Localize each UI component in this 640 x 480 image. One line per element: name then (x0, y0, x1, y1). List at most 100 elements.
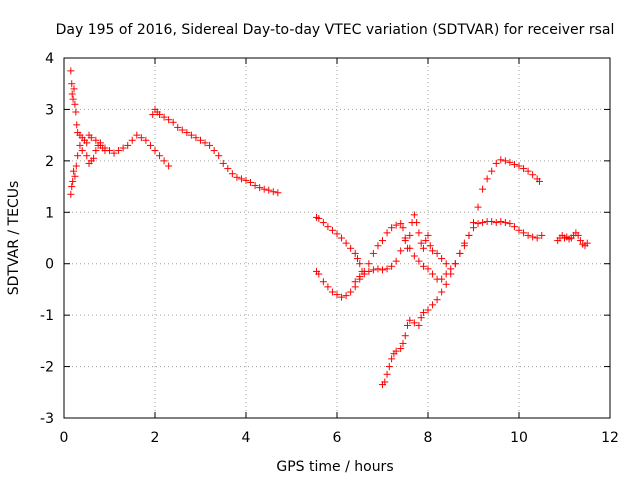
data-point (237, 175, 245, 183)
data-point (365, 260, 373, 268)
data-point (356, 260, 364, 268)
data-point (197, 136, 204, 144)
data-point (92, 136, 100, 144)
data-point (174, 123, 182, 131)
data-point (424, 306, 432, 314)
data-point (251, 182, 259, 190)
data-point (67, 190, 75, 198)
data-point (388, 355, 396, 363)
vertical-gridlines (154, 58, 520, 418)
data-point (379, 237, 386, 245)
data-point (429, 270, 437, 278)
data-point (156, 111, 164, 119)
y-tick-label: 2 (45, 154, 54, 170)
data-point (488, 218, 496, 226)
data-point (90, 154, 98, 162)
data-point (479, 219, 487, 227)
data-point (497, 218, 505, 226)
x-tick-label: 0 (60, 430, 69, 446)
y-tick-label: -3 (40, 411, 54, 427)
data-point (442, 260, 450, 268)
data-point (70, 167, 78, 175)
data-point (160, 113, 168, 121)
data-point (385, 363, 393, 371)
data-point (74, 152, 82, 160)
data-point (151, 147, 159, 155)
data-point (524, 231, 532, 239)
data-point (328, 226, 336, 234)
data-point (201, 139, 209, 147)
data-point (187, 131, 195, 139)
data-point (215, 152, 223, 160)
data-point (72, 108, 80, 116)
data-point (115, 147, 123, 155)
data-point (529, 233, 537, 241)
data-point (206, 141, 214, 149)
data-point (447, 270, 455, 278)
data-point (410, 211, 418, 219)
data-point (137, 134, 145, 142)
data-point (192, 134, 200, 142)
data-point (483, 175, 491, 183)
data-point (69, 177, 77, 185)
data-point (165, 116, 173, 124)
data-point (474, 203, 482, 211)
data-point (520, 229, 528, 237)
data-point (538, 231, 546, 239)
data-point (424, 265, 432, 273)
data-point (426, 242, 434, 250)
data-point (529, 171, 537, 179)
data-point (70, 85, 78, 93)
data-point (324, 283, 332, 291)
plot-frame (63, 57, 611, 419)
data-point (433, 249, 441, 257)
data-point (68, 80, 76, 88)
x-axis-label: GPS time / hours (276, 459, 393, 475)
data-point (424, 231, 432, 239)
data-point (210, 147, 218, 155)
data-point (401, 237, 409, 245)
data-point (374, 242, 382, 250)
data-point (265, 186, 273, 194)
data-point (351, 278, 359, 286)
data-point (342, 292, 350, 300)
data-point (438, 288, 446, 296)
data-point (417, 314, 425, 322)
data-point (399, 339, 407, 347)
data-point (497, 156, 505, 164)
data-point (333, 230, 341, 238)
data-point (438, 275, 446, 283)
data-point (456, 249, 464, 257)
y-tick-label: 3 (45, 102, 54, 118)
data-point (415, 229, 423, 237)
data-point (228, 170, 236, 178)
data-point (401, 332, 409, 340)
data-point (442, 280, 450, 288)
data-points (67, 67, 591, 389)
data-point (515, 226, 523, 234)
data-point (128, 136, 136, 144)
data-point (260, 185, 268, 193)
data-point (374, 265, 382, 273)
horizontal-gridlines (64, 108, 610, 368)
data-point (515, 162, 523, 170)
data-point (156, 152, 164, 160)
data-point (488, 167, 496, 175)
data-point (492, 159, 500, 167)
data-point (360, 270, 368, 278)
data-point (149, 111, 157, 119)
x-tick-label: 8 (424, 430, 433, 446)
data-point (315, 270, 323, 278)
data-point (165, 162, 173, 170)
data-point (80, 136, 88, 144)
data-point (73, 121, 81, 129)
data-point (353, 255, 361, 263)
data-point (71, 100, 79, 108)
data-point (124, 141, 132, 149)
data-point (501, 219, 509, 227)
data-point (119, 144, 127, 152)
data-point (178, 126, 186, 134)
data-point (535, 177, 543, 185)
data-point (269, 188, 277, 196)
data-point (256, 184, 264, 192)
